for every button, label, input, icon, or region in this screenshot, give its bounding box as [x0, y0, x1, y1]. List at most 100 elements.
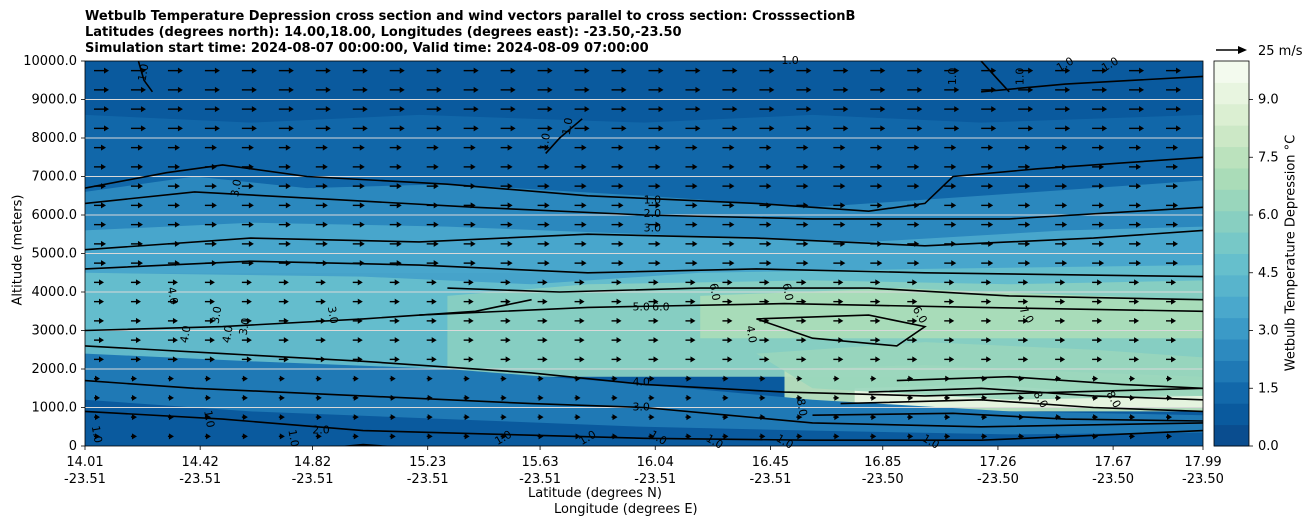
wind-vector	[278, 414, 285, 421]
wind-vector	[1055, 163, 1068, 170]
contour-label-11: 3.0	[237, 317, 253, 336]
wind-vector	[870, 144, 883, 151]
wind-vector	[574, 67, 590, 74]
wind-vector	[611, 279, 622, 286]
wind-vector	[870, 67, 886, 74]
contour-label-2: 1.0	[537, 132, 553, 151]
wind-vector	[648, 240, 661, 247]
wind-vector	[389, 67, 405, 74]
wind-vector	[167, 433, 174, 440]
wind-vector	[685, 240, 698, 247]
wind-vector	[1129, 433, 1136, 440]
wind-vector	[389, 221, 402, 228]
wind-vector	[759, 260, 772, 267]
x-tick-label-lat-5: 16.04	[637, 455, 674, 470]
wind-vector	[870, 298, 881, 305]
wind-vector	[1129, 202, 1142, 209]
wind-vector	[463, 298, 474, 305]
wind-vector	[426, 202, 439, 209]
wind-vector	[981, 240, 994, 247]
wind-vector	[500, 202, 513, 209]
wind-vector	[426, 67, 442, 74]
x-tick-label-lon-3: -23.51	[407, 472, 449, 487]
wind-vector	[722, 221, 735, 228]
wind-vector	[574, 183, 587, 190]
wind-vector	[167, 183, 180, 190]
wind-vector	[315, 67, 331, 74]
wind-vector	[796, 394, 803, 401]
wind-vector	[1055, 67, 1071, 74]
wind-vector	[611, 433, 618, 440]
wind-vector	[574, 86, 590, 93]
wind-vector	[611, 163, 624, 170]
wind-vector	[981, 183, 994, 190]
wind-vector	[907, 279, 918, 286]
wind-vector	[944, 260, 957, 267]
contour-label-4: 1.0	[644, 193, 662, 206]
wind-vector	[796, 144, 809, 151]
wind-vector	[1166, 356, 1177, 363]
wind-vector	[1166, 375, 1173, 382]
contour-line-5	[419, 302, 1203, 316]
wind-key-arrow-head	[1238, 46, 1247, 54]
wind-vector	[204, 86, 220, 93]
wind-vector	[1055, 337, 1066, 344]
wind-vector	[685, 260, 698, 267]
wind-vector	[944, 202, 957, 209]
wind-vector	[463, 86, 479, 93]
wind-vector	[981, 394, 988, 401]
wind-vector	[944, 356, 955, 363]
wind-key: 25 m/s	[1216, 44, 1303, 59]
wind-vector	[389, 317, 400, 324]
wind-vector	[722, 414, 729, 421]
wind-vector	[315, 375, 322, 382]
wind-vector	[94, 433, 100, 440]
contour-label-9: 3.0	[209, 305, 225, 324]
wind-vector	[611, 298, 622, 305]
wind-vector	[944, 221, 957, 228]
wind-vector	[833, 279, 844, 286]
wind-vector	[241, 317, 252, 324]
wind-vector	[278, 202, 291, 209]
wind-vector	[130, 356, 141, 363]
wind-vector	[833, 414, 840, 421]
wind-vector	[130, 279, 141, 286]
wind-vector	[241, 414, 248, 421]
wind-vector	[1055, 125, 1071, 132]
wind-vector	[315, 183, 328, 190]
wind-vector	[1166, 163, 1179, 170]
wind-vector	[94, 375, 100, 382]
wind-vector	[944, 375, 951, 382]
wind-vector	[944, 394, 951, 401]
wind-vector	[796, 221, 809, 228]
contour-line-9	[85, 298, 532, 332]
contour-label-14: 6.0	[652, 300, 670, 313]
wind-vector	[389, 260, 402, 267]
wind-vector	[537, 86, 553, 93]
wind-vector	[537, 260, 550, 267]
wind-vector	[130, 317, 141, 324]
wind-vector	[759, 163, 772, 170]
x-tick-label-lon-6: -23.51	[749, 472, 791, 487]
wind-vector	[907, 67, 923, 74]
wind-vector	[352, 279, 363, 286]
wind-vector	[574, 356, 585, 363]
contour-line-10	[756, 314, 927, 347]
wind-vector	[1055, 86, 1071, 93]
wind-vector	[500, 144, 513, 151]
wind-vector	[574, 317, 585, 324]
wind-vector	[1092, 86, 1108, 93]
wind-vector	[94, 125, 109, 132]
wind-vector	[833, 163, 846, 170]
contour-label-1: 3.0	[228, 178, 244, 197]
colorbar-tick-label-4: 6.0	[1258, 208, 1279, 223]
wind-vector	[944, 414, 951, 421]
contour-line-3	[85, 260, 1203, 278]
wind-vector	[1018, 183, 1031, 190]
wind-vector	[1092, 298, 1103, 305]
wind-vector	[1129, 414, 1136, 421]
wind-vector	[1055, 279, 1066, 286]
wind-vector	[1055, 221, 1068, 228]
wind-vector	[722, 67, 738, 74]
wind-vector	[389, 356, 400, 363]
